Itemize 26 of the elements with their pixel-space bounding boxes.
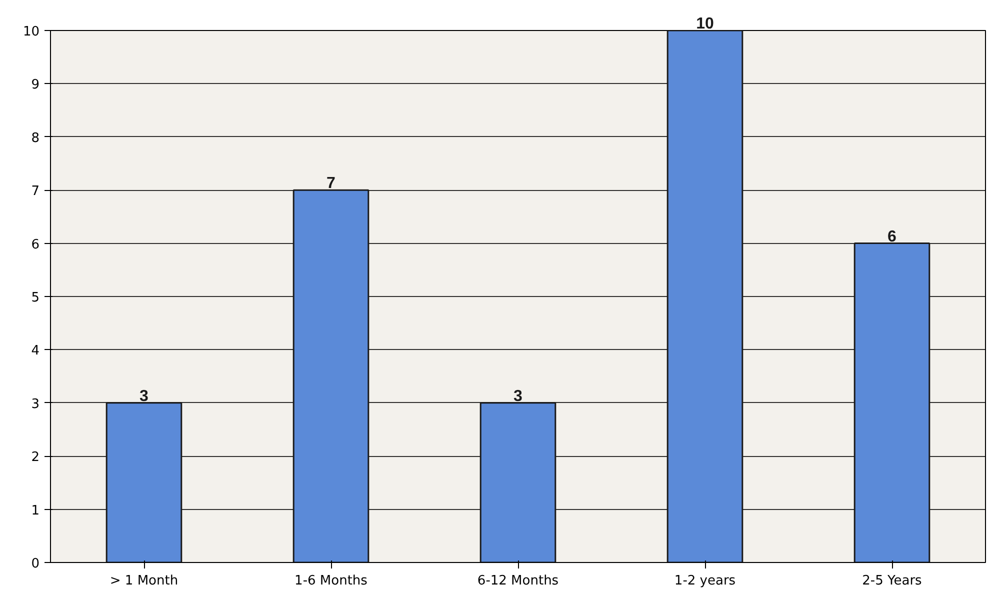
- bar: [854, 242, 930, 562]
- x-tick-label: 1-2 years: [674, 574, 736, 588]
- data-label: 10: [696, 16, 714, 32]
- data-label: 6: [888, 228, 897, 246]
- y-tick-label: 9: [31, 78, 40, 93]
- data-label: 7: [326, 175, 336, 192]
- x-tick-label: > 1 Month: [110, 574, 178, 588]
- y-tick-label: 5: [31, 290, 40, 306]
- y-tick-label: 0: [31, 556, 40, 572]
- y-tick-label: 10: [22, 24, 40, 40]
- data-label: 3: [140, 388, 149, 405]
- y-tick-label: 8: [31, 130, 40, 146]
- bar: [106, 402, 182, 562]
- x-tick-label: 2-5 Years: [862, 574, 922, 588]
- y-tick-label: 2: [31, 450, 40, 466]
- x-tick-label: 1-6 Months: [294, 574, 368, 588]
- bar: [666, 30, 744, 562]
- bar: [292, 189, 370, 562]
- x-tick-label: 6-12 Months: [477, 574, 559, 588]
- y-tick-label: 1: [31, 503, 40, 518]
- data-label: 3: [514, 388, 523, 405]
- bar: [480, 402, 556, 562]
- y-tick-label: 3: [31, 396, 40, 412]
- y-tick-label: 4: [31, 344, 40, 359]
- y-tick-label: 6: [31, 237, 40, 252]
- y-tick-label: 7: [31, 184, 40, 200]
